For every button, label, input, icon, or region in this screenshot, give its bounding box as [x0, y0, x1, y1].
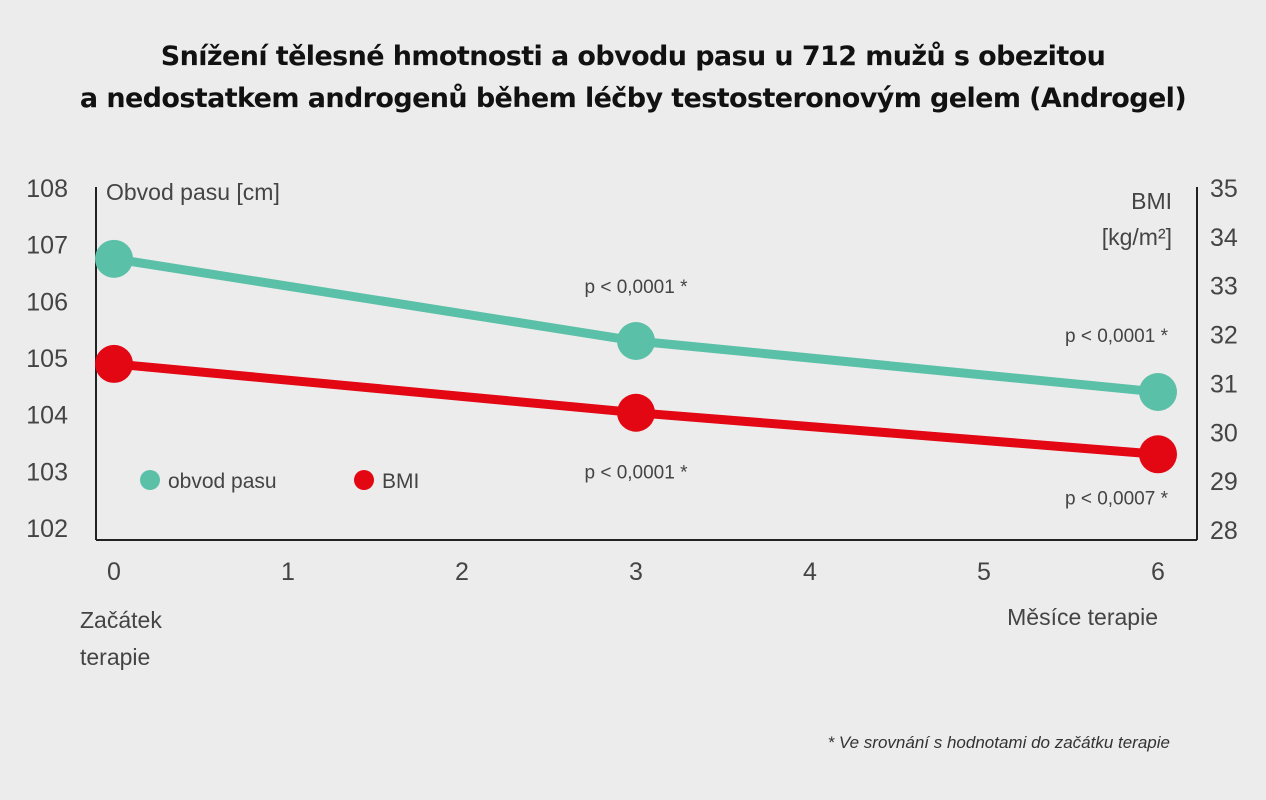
waist-legend-label: obvod pasu [168, 470, 277, 493]
chart-title-line-1: Snížení tělesné hmotnosti a obvodu pasu … [160, 41, 1106, 72]
x-tick-label: 2 [455, 558, 469, 586]
x-start-label-line-1: Začátek [80, 607, 162, 633]
p-value-annotation: p < 0,0001 * [584, 277, 688, 298]
right-tick-label: 34 [1210, 224, 1238, 252]
bmi-data-point [95, 344, 133, 383]
x-axis-title: Měsíce terapie [1007, 604, 1158, 630]
footnote: * Ve srovnání s hodnotami do začátku ter… [827, 733, 1170, 752]
x-tick-label: 6 [1151, 558, 1165, 586]
right-tick-label: 28 [1210, 517, 1238, 545]
left-tick-label: 105 [26, 345, 68, 373]
waist-data-point [617, 322, 655, 360]
chart-legend: obvod pasu BMI [140, 470, 419, 493]
right-tick-label: 31 [1210, 370, 1238, 398]
bmi-data-point [617, 393, 655, 432]
chart-axes: Obvod pasu [cm] BMI [kg/m²] Měsíce terapie Z… [80, 179, 1198, 670]
left-tick-label: 107 [26, 232, 68, 260]
right-tick-label: 33 [1210, 273, 1238, 301]
left-tick-label: 106 [26, 288, 68, 316]
p-value-annotation: p < 0,0001 * [584, 463, 688, 484]
left-tick-label: 108 [26, 175, 68, 203]
left-tick-label: 103 [26, 458, 68, 486]
x-tick-label: 3 [629, 558, 643, 586]
x-tick-label: 0 [107, 558, 121, 586]
bmi-data-point [1139, 435, 1177, 474]
x-tick-label: 1 [281, 558, 295, 586]
x-tick-label: 4 [803, 558, 817, 586]
x-start-label-line-2: terapie [80, 644, 150, 670]
chart-title: Snížení tělesné hmotnosti a obvodu pasu … [0, 36, 1266, 120]
right-tick-label: 30 [1210, 419, 1238, 447]
left-axis-title: Obvod pasu [cm] [106, 179, 280, 205]
left-tick-label: 104 [26, 402, 68, 430]
chart-series [95, 239, 1177, 474]
right-tick-label: 29 [1210, 468, 1238, 496]
chart-annotations: p < 0,0001 * p < 0,0001 * p < 0,0001 * p < … [584, 277, 1168, 509]
right-tick-label: 32 [1210, 322, 1238, 350]
p-value-annotation: p < 0,0007 * [1065, 488, 1169, 509]
x-tick-label: 5 [977, 558, 991, 586]
right-tick-label: 35 [1210, 175, 1238, 203]
left-tick-label: 102 [26, 515, 68, 543]
right-axis-title-line-1: BMI [1131, 188, 1172, 214]
waist-legend-marker [140, 470, 160, 490]
bmi-legend-marker [354, 470, 374, 490]
bmi-legend-label: BMI [382, 470, 419, 493]
waist-data-point [1139, 373, 1177, 411]
p-value-annotation: p < 0,0001 * [1065, 326, 1169, 347]
right-axis-title-line-2: [kg/m²] [1102, 224, 1172, 250]
waist-data-point [95, 239, 133, 278]
chart-title-line-2: a nedostatkem androgenů během léčby test… [79, 83, 1187, 114]
